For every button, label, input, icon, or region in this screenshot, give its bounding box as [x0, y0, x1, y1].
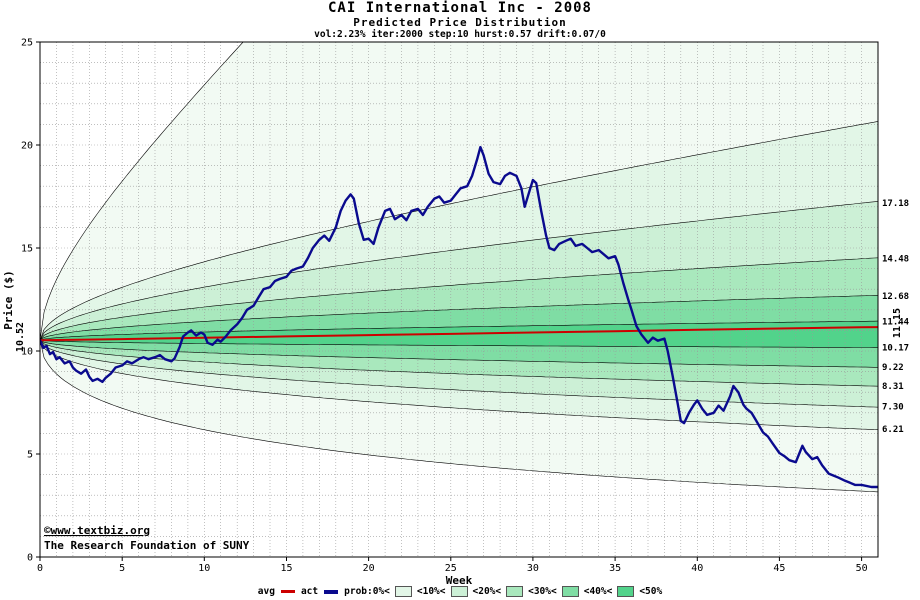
x-tick-label: 40 [691, 563, 703, 574]
x-tick-label: 0 [37, 563, 43, 574]
y-tick-label: 20 [21, 141, 33, 152]
y-axis-label: Price ($) [2, 270, 15, 330]
legend-band-swatch-20 [450, 586, 468, 597]
fan-boundary-value-label: 11.44 [882, 317, 910, 327]
x-tick-label: 20 [363, 563, 375, 574]
fan-boundary-value-label: 8.31 [882, 382, 904, 392]
x-tick-label: 15 [280, 563, 292, 574]
x-tick-label: 50 [856, 563, 868, 574]
chart-title: CAI International Inc - 2008 [327, 0, 592, 16]
x-tick-label: 25 [445, 563, 457, 574]
legend-prob-label-1: <10%< [416, 586, 446, 597]
x-tick-label: 45 [773, 563, 785, 574]
grid-layer [40, 42, 878, 557]
legend-prob-label-3: <30%< [528, 586, 557, 597]
fan-boundary-line [40, 340, 878, 408]
fan-boundary-value-label: 10.17 [882, 344, 909, 354]
fan-boundary-value-label: 17.18 [882, 199, 909, 209]
legend-band-swatch-30 [506, 586, 524, 597]
x-tick-label: 5 [119, 563, 125, 574]
y-tick-label: 15 [21, 244, 33, 255]
x-tick-label: 35 [609, 563, 621, 574]
x-tick-label: 10 [198, 563, 210, 574]
fan-boundary-line [40, 295, 878, 341]
chart-legend: avg act prob:0%< <10%< <20%< <30%< <40%<… [0, 586, 920, 597]
y-tick-label: 0 [27, 553, 33, 564]
avg-final-price-label: 11.15 [892, 308, 903, 338]
legend-prob-label-2: <20%< [472, 586, 502, 597]
legend-band-swatch-40 [561, 586, 579, 597]
fan-boundary-line [40, 42, 244, 341]
fan-band [40, 295, 878, 341]
legend-avg-label: avg [257, 586, 275, 597]
chart-stats-line: vol:2.23% iter:2000 step:10 hurst:0.57 d… [314, 29, 606, 41]
plot-border [39, 41, 879, 558]
legend-prob-label-0: prob:0%< [344, 586, 390, 597]
y-tick-label: 5 [27, 450, 33, 461]
fan-boundary-value-label: 14.48 [882, 255, 909, 265]
x-axis-label: Week [446, 574, 473, 587]
act-line [40, 145, 878, 489]
copyright-org: The Research Foundation of SUNY [44, 539, 250, 552]
fan-boundary-value-label: 7.30 [882, 403, 904, 413]
fan-boundary-line [40, 340, 878, 493]
fan-band [40, 340, 878, 408]
fan-boundary-value-label: 6.21 [882, 425, 904, 435]
fan-boundary-line [40, 340, 878, 387]
fan-band [40, 201, 878, 341]
fan-boundary-line [40, 320, 878, 341]
legend-band-swatch-10 [394, 586, 412, 597]
fan-band [40, 121, 878, 341]
legend-prob-label-5: <50% [639, 586, 663, 597]
legend-act-label: act [300, 586, 319, 597]
legend-avg-line-swatch [280, 590, 295, 593]
y-tick-label: 10 [21, 347, 33, 358]
x-tick-label: 30 [527, 563, 539, 574]
fan-band [40, 340, 878, 387]
legend-prob-label-4: <40%< [583, 586, 613, 597]
chart-subtitle: Predicted Price Distribution [353, 16, 567, 30]
fan-boundary-line [40, 340, 878, 430]
fan-boundary-value-label: 9.22 [882, 363, 904, 373]
fan-band [40, 340, 878, 492]
fan-band [40, 257, 878, 341]
copyright-link[interactable]: ©www.textbiz.org [44, 524, 150, 537]
fan-boundary-line [40, 121, 878, 341]
avg-line [40, 326, 878, 342]
fan-boundary-line [40, 340, 878, 368]
fan-boundary-value-label: 12.68 [882, 292, 909, 302]
start-price-label: 10.52 [15, 322, 26, 352]
fan-band [40, 340, 878, 430]
fan-bands-layer [40, 42, 878, 492]
legend-act-line-swatch [324, 589, 339, 594]
legend-band-swatch-50 [617, 586, 635, 597]
fan-boundary-line [40, 201, 878, 341]
title-block: CAI International Inc - 2008 Predicted P… [0, 0, 920, 41]
y-tick-label: 25 [21, 38, 33, 49]
fan-boundary-line [40, 257, 878, 341]
